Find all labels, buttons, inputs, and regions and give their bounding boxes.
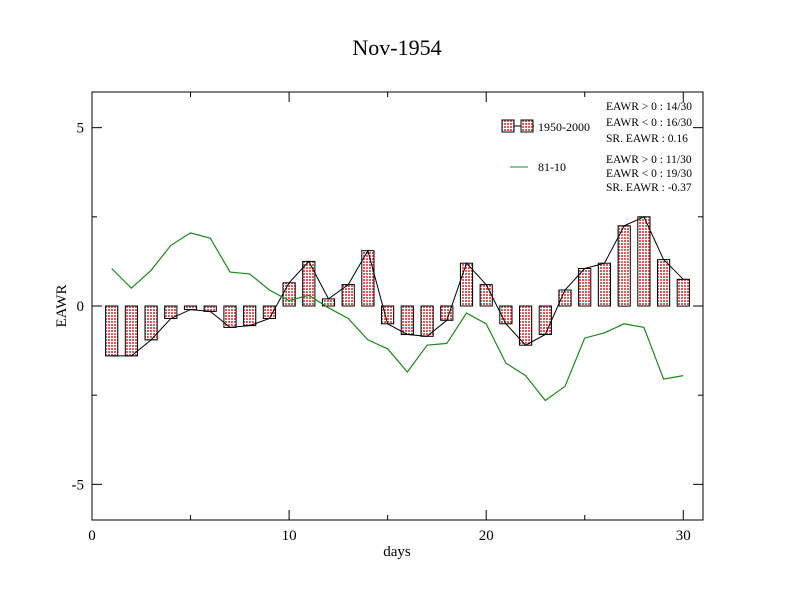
y-tick-label: -5 xyxy=(72,477,85,493)
bar xyxy=(538,305,552,335)
bar xyxy=(400,305,414,335)
y-tick-label: 0 xyxy=(77,299,85,315)
bar xyxy=(420,305,434,337)
bar xyxy=(657,259,671,307)
x-tick-label: 30 xyxy=(676,528,691,544)
bar xyxy=(558,289,572,307)
stat-1950-neg: EAWR < 0 : 16/30 xyxy=(606,117,692,129)
bar xyxy=(519,305,533,346)
bar xyxy=(302,260,316,307)
bar xyxy=(262,305,276,319)
legend: 1950-2000 81-10 xyxy=(501,119,590,174)
stat-8110-sr: SR. EAWR : -0.37 xyxy=(606,182,692,194)
bar xyxy=(637,216,651,307)
stat-1950-pos: EAWR > 0 : 14/30 xyxy=(606,101,692,113)
x-tick-label: 10 xyxy=(282,528,297,544)
x-axis-label: days xyxy=(383,544,411,560)
legend-bar-swatch-left xyxy=(501,119,515,133)
x-tick-label: 20 xyxy=(479,528,494,544)
bar xyxy=(676,278,690,307)
bar xyxy=(578,268,592,307)
chart-title: Nov-1954 xyxy=(352,35,441,60)
y-axis-label: EAWR xyxy=(54,285,70,328)
stat-8110-pos: EAWR > 0 : 11/30 xyxy=(606,154,692,166)
legend-label-81-10: 81-10 xyxy=(538,160,566,174)
bar xyxy=(597,262,611,307)
stat-8110-neg: EAWR < 0 : 19/30 xyxy=(606,168,692,180)
bar-series-group xyxy=(105,216,690,357)
legend-label-1950-2000: 1950-2000 xyxy=(538,120,590,134)
bar xyxy=(105,305,119,357)
bar xyxy=(124,305,139,357)
line-series-group xyxy=(111,232,684,402)
legend-bar-swatch-right xyxy=(520,119,534,133)
stat-1950-sr: SR. EAWR : 0.16 xyxy=(606,133,688,145)
bar xyxy=(459,262,474,307)
line-series-81-10 xyxy=(111,232,684,402)
y-tick-label: 5 xyxy=(77,121,85,137)
axis-ticks: 0 10 20 30 -5 0 5 xyxy=(72,92,703,544)
bar xyxy=(243,305,257,327)
bar xyxy=(617,225,631,307)
bar xyxy=(479,284,493,307)
bar xyxy=(183,305,198,311)
bar-tip-connector xyxy=(111,216,684,357)
bar xyxy=(282,282,296,307)
x-tick-label: 0 xyxy=(88,528,96,544)
stats-annotations: EAWR > 0 : 14/30 EAWR < 0 : 16/30 SR. EA… xyxy=(606,101,692,194)
